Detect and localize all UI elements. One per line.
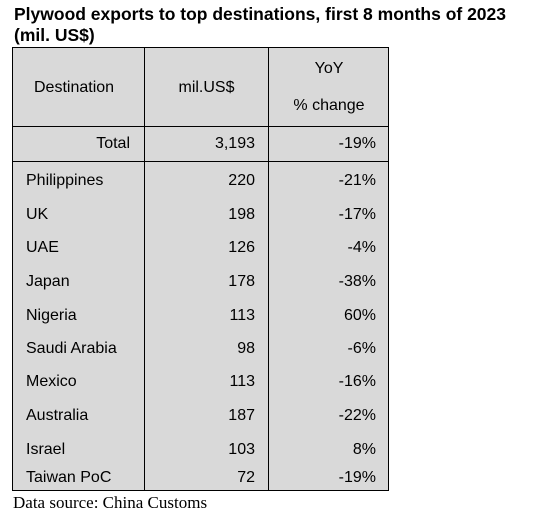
- row-change: 8%: [352, 441, 376, 458]
- row-change: -6%: [347, 340, 376, 357]
- row-value: 98: [237, 340, 255, 357]
- row-destination: Taiwan PoC: [26, 469, 112, 486]
- row-change: -16%: [338, 373, 376, 390]
- row-value: 72: [237, 469, 255, 486]
- total-value: 3,193: [214, 135, 255, 152]
- total-label: Total: [96, 135, 130, 152]
- header-value: mil.US$: [178, 79, 235, 96]
- row-destination: UAE: [26, 239, 59, 256]
- row-destination: Saudi Arabia: [26, 340, 117, 357]
- row-value: 178: [228, 273, 255, 290]
- header-destination: Destination: [34, 79, 115, 96]
- row-change: -38%: [338, 273, 376, 290]
- header-yoy-change: % change: [293, 97, 365, 114]
- row-value: 187: [228, 407, 255, 424]
- column-divider: [268, 48, 269, 490]
- row-change: -21%: [338, 172, 376, 189]
- exports-table: Destination mil.US$ YoY % change Total 3…: [12, 47, 389, 491]
- row-change: -17%: [338, 206, 376, 223]
- header-yoy: YoY: [314, 60, 344, 77]
- column-divider: [144, 48, 145, 490]
- header-divider: [13, 126, 388, 127]
- data-source-note: Data source: China Customs: [13, 493, 208, 512]
- row-value: 113: [229, 307, 255, 324]
- row-value: 198: [228, 206, 255, 223]
- row-change: -19%: [338, 469, 376, 486]
- total-divider: [13, 161, 388, 162]
- row-destination: UK: [26, 206, 49, 223]
- row-value: 126: [228, 239, 255, 256]
- row-change: -22%: [338, 407, 376, 424]
- row-destination: Mexico: [26, 373, 77, 390]
- table-title: Plywood exports to top destinations, fir…: [14, 4, 507, 45]
- row-change: -4%: [347, 239, 376, 256]
- row-destination: Nigeria: [26, 307, 77, 324]
- total-change: -19%: [338, 135, 376, 152]
- row-value: 113: [229, 373, 255, 390]
- row-destination: Philippines: [26, 172, 104, 189]
- row-destination: Israel: [26, 441, 66, 458]
- row-destination: Australia: [26, 407, 89, 424]
- row-value: 103: [228, 441, 255, 458]
- row-destination: Japan: [26, 273, 70, 290]
- row-value: 220: [228, 172, 255, 189]
- row-change: 60%: [343, 307, 376, 324]
